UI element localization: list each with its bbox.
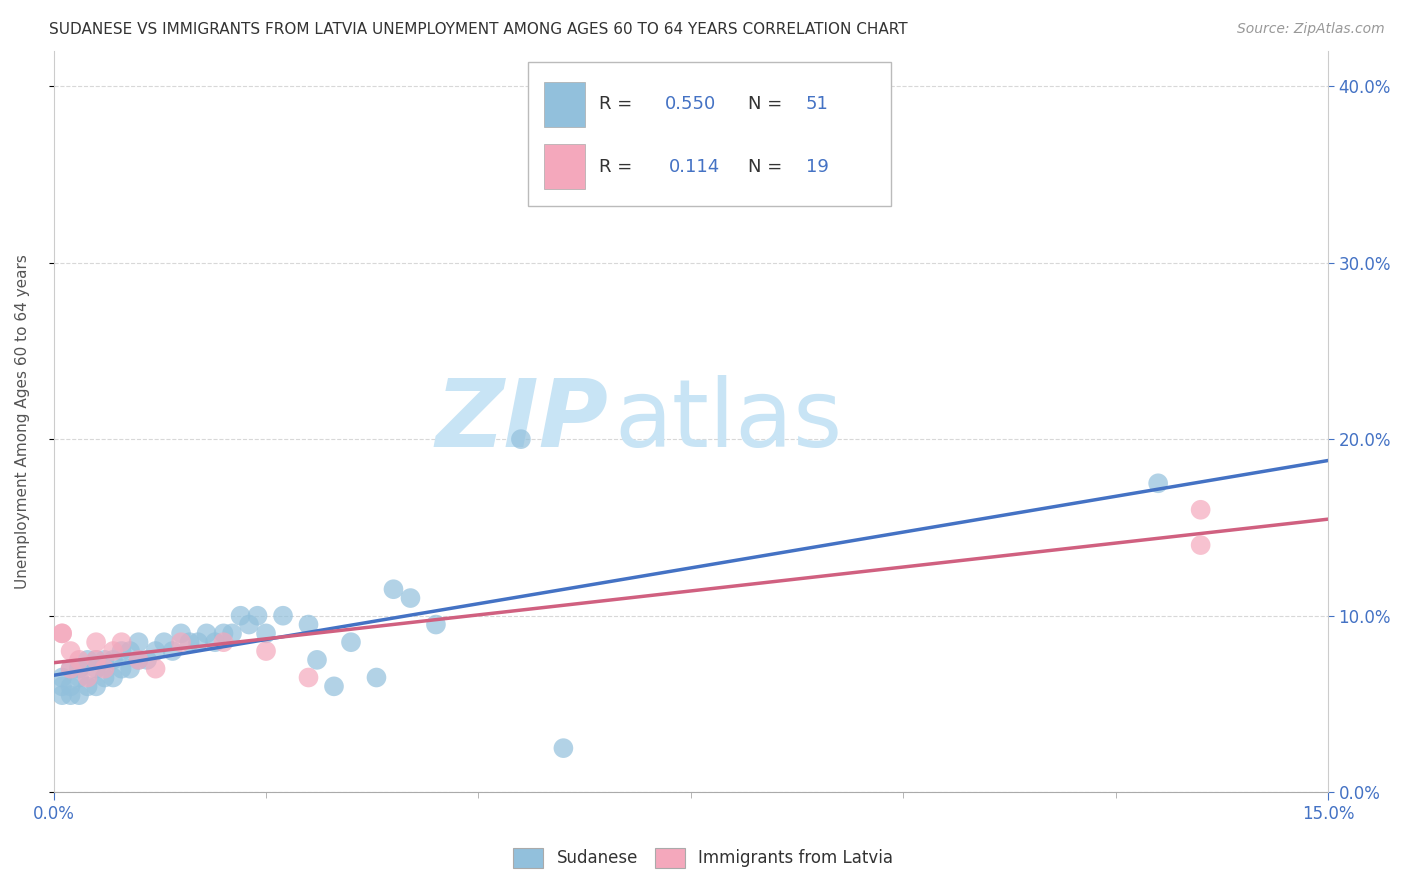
Point (246, 608, 269, 623)
Text: N =: N = (748, 95, 789, 113)
Text: R =: R = (599, 158, 644, 176)
Point (1147, 476, 1170, 491)
Point (84, 653, 107, 667)
Point (51, 671, 73, 685)
Text: ZIP: ZIP (434, 376, 607, 467)
Bar (544, 82, 585, 128)
Point (84, 653, 107, 667)
Point (170, 626, 193, 640)
Point (229, 608, 252, 623)
Point (305, 653, 328, 667)
Point (76, 679, 98, 693)
Point (340, 635, 363, 649)
Point (553, 741, 575, 756)
Point (254, 644, 277, 658)
Point (254, 626, 277, 640)
Point (366, 671, 388, 685)
Point (59, 679, 82, 693)
Point (153, 635, 176, 649)
Text: atlas: atlas (614, 376, 842, 467)
Point (84, 662, 107, 676)
Point (59, 662, 82, 676)
Point (399, 591, 422, 605)
Point (76, 671, 98, 685)
Point (101, 653, 124, 667)
Point (204, 635, 226, 649)
Point (323, 679, 346, 693)
Point (425, 617, 447, 632)
Point (221, 626, 243, 640)
Text: 0.550: 0.550 (665, 95, 717, 113)
Point (51, 679, 73, 693)
Text: R =: R = (599, 95, 638, 113)
Point (120, 662, 142, 676)
Point (101, 671, 124, 685)
Text: 51: 51 (806, 95, 828, 113)
Point (67, 671, 90, 685)
Point (93, 653, 115, 667)
Point (145, 662, 167, 676)
Point (195, 626, 218, 640)
Point (212, 635, 235, 649)
Point (84, 635, 107, 649)
Point (382, 582, 405, 597)
Point (128, 635, 150, 649)
Point (59, 644, 82, 658)
Point (162, 644, 184, 658)
Point (179, 635, 201, 649)
Point (1189, 502, 1212, 516)
Point (271, 608, 294, 623)
Point (51, 688, 73, 702)
Point (67, 653, 90, 667)
Point (187, 635, 209, 649)
Point (110, 644, 132, 658)
Point (128, 653, 150, 667)
Text: 0.114: 0.114 (669, 158, 720, 176)
Point (110, 662, 132, 676)
Text: Source: ZipAtlas.com: Source: ZipAtlas.com (1237, 22, 1385, 37)
Point (297, 617, 319, 632)
Point (509, 432, 531, 446)
Point (110, 635, 132, 649)
Point (59, 688, 82, 702)
Point (212, 626, 235, 640)
Point (67, 662, 90, 676)
Point (101, 644, 124, 658)
Text: SUDANESE VS IMMIGRANTS FROM LATVIA UNEMPLOYMENT AMONG AGES 60 TO 64 YEARS CORREL: SUDANESE VS IMMIGRANTS FROM LATVIA UNEMP… (49, 22, 908, 37)
Point (93, 671, 115, 685)
Point (51, 626, 73, 640)
Point (128, 653, 150, 667)
Point (297, 671, 319, 685)
Point (59, 662, 82, 676)
Bar (527, 62, 891, 206)
Point (136, 653, 159, 667)
Point (238, 617, 260, 632)
Point (51, 626, 73, 640)
Point (120, 644, 142, 658)
Legend: Sudanese, Immigrants from Latvia: Sudanese, Immigrants from Latvia (506, 841, 900, 875)
Bar (544, 144, 585, 189)
Point (170, 635, 193, 649)
Point (145, 644, 167, 658)
Point (93, 662, 115, 676)
Y-axis label: Unemployment Among Ages 60 to 64 years: Unemployment Among Ages 60 to 64 years (15, 254, 30, 589)
Point (76, 653, 98, 667)
Text: N =: N = (748, 158, 789, 176)
Point (67, 688, 90, 702)
Text: 19: 19 (806, 158, 828, 176)
Point (84, 679, 107, 693)
Point (1189, 538, 1212, 552)
